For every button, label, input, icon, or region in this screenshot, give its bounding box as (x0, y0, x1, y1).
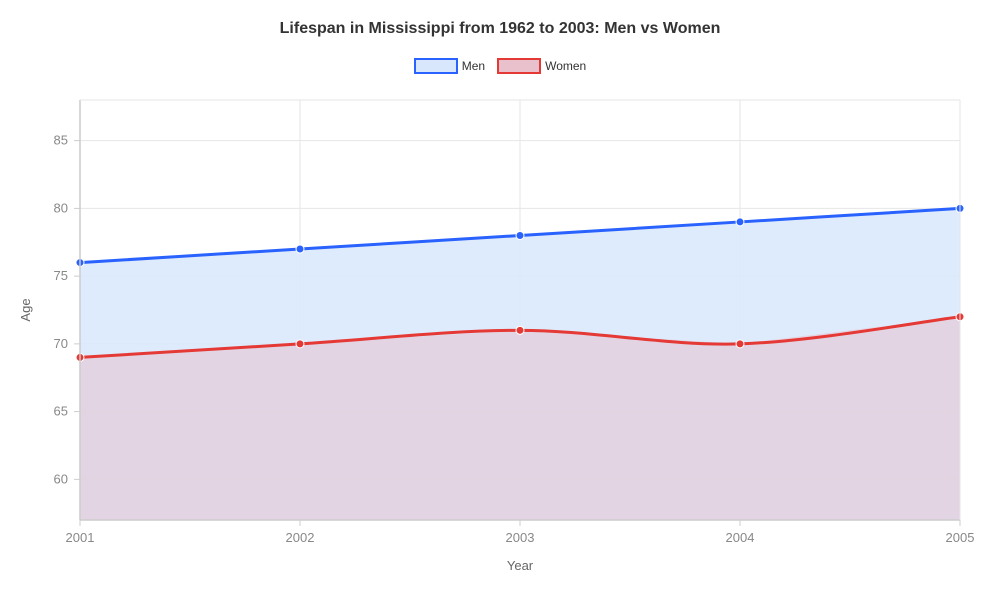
svg-text:85: 85 (54, 133, 68, 148)
plot-area: 2001 2002 2003 2004 2005 60 65 70 75 80 85 Year A… (0, 0, 1000, 600)
svg-text:2004: 2004 (726, 530, 755, 545)
y-axis-label: Age (18, 298, 33, 321)
svg-text:2001: 2001 (66, 530, 95, 545)
svg-text:2002: 2002 (286, 530, 315, 545)
svg-text:75: 75 (54, 268, 68, 283)
svg-text:70: 70 (54, 336, 68, 351)
svg-text:80: 80 (54, 200, 68, 215)
svg-text:2003: 2003 (506, 530, 535, 545)
x-ticks: 2001 2002 2003 2004 2005 (66, 520, 975, 545)
y-ticks: 60 65 70 75 80 85 (54, 133, 80, 487)
svg-text:65: 65 (54, 404, 68, 419)
x-axis-label: Year (507, 558, 534, 573)
chart-container: Lifespan in Mississippi from 1962 to 200… (0, 0, 1000, 600)
svg-text:60: 60 (54, 471, 68, 486)
svg-text:2005: 2005 (946, 530, 975, 545)
